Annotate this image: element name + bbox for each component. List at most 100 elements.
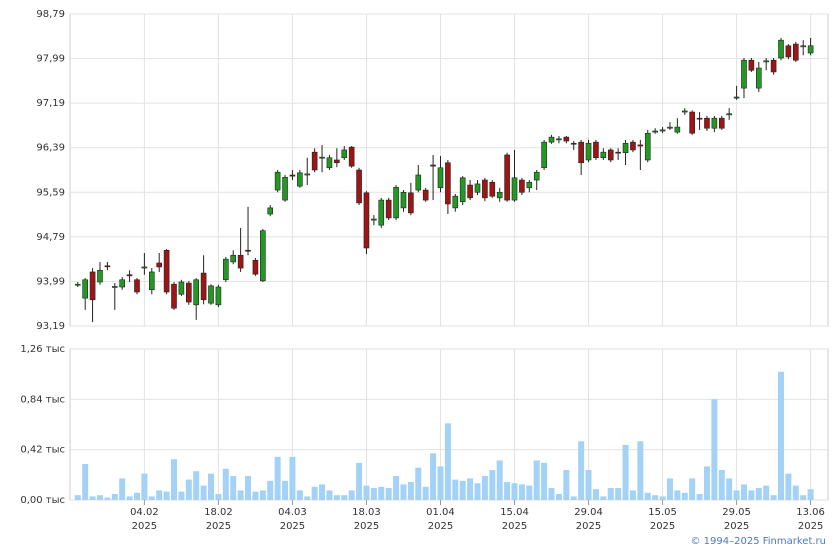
candle-body: [726, 113, 732, 116]
volume-bar: [89, 496, 96, 500]
volume-bar: [644, 492, 651, 500]
candle-body: [311, 151, 318, 171]
volume-bar: [111, 494, 118, 500]
x-tick-label: 18.03: [352, 507, 381, 518]
volume-bar: [659, 496, 666, 500]
candle-body: [652, 130, 658, 133]
candle-body: [511, 177, 518, 201]
volume-bar: [555, 494, 562, 500]
candle-body: [763, 60, 769, 63]
volume-bar: [489, 470, 496, 500]
volume-bar: [274, 456, 281, 500]
y-tick-label: 0,00 тыс: [20, 495, 65, 506]
candle-body: [741, 59, 747, 89]
candle-body: [267, 207, 274, 215]
x-tick-label: 04.02: [130, 507, 159, 518]
y-tick-label: 93,19: [36, 321, 65, 332]
candle-body: [674, 126, 681, 133]
x-tick-sublabel: 2025: [280, 521, 305, 532]
candle-body: [570, 142, 577, 145]
volume-bar: [504, 482, 511, 500]
volume-bar: [629, 490, 636, 500]
candle-body: [282, 176, 288, 201]
candle-body: [718, 117, 725, 129]
volume-bar: [430, 453, 437, 500]
candle-body: [334, 159, 340, 164]
volume-bar: [711, 399, 718, 500]
volume-bar: [592, 489, 599, 500]
candle-body: [341, 149, 348, 159]
volume-bar: [563, 470, 570, 500]
candle-body: [519, 179, 525, 193]
volume-bar: [681, 492, 688, 500]
candle-body: [230, 254, 237, 263]
volume-bar: [733, 490, 740, 500]
volume-bar: [807, 489, 814, 500]
candle-body: [82, 279, 88, 299]
candle-body: [363, 192, 370, 249]
candle-body: [593, 141, 599, 159]
candle-body: [237, 254, 244, 269]
volume-bar: [178, 491, 185, 500]
candle-body: [459, 177, 466, 203]
volume-bar: [652, 495, 659, 500]
volume-bar: [496, 460, 503, 500]
candle-body: [785, 45, 792, 58]
x-tick-sublabel: 2025: [502, 521, 527, 532]
candle-body: [223, 258, 229, 281]
volume-bar: [748, 490, 755, 500]
candle-body: [119, 279, 125, 288]
x-tick-sublabel: 2025: [428, 521, 453, 532]
volume-bar: [193, 471, 200, 500]
candle-body: [74, 283, 81, 286]
x-tick-label: 13.06: [796, 507, 825, 518]
volume-bar: [370, 488, 377, 500]
volume-bar: [200, 485, 207, 500]
candle-body: [393, 186, 399, 219]
candle-body: [563, 136, 570, 142]
volume-bar: [459, 480, 466, 500]
candle-body: [607, 149, 614, 161]
candle-body: [430, 164, 436, 167]
candle-body: [541, 141, 547, 169]
x-tick-sublabel: 2025: [132, 521, 157, 532]
x-tick-sublabel: 2025: [576, 521, 601, 532]
candle-body: [526, 181, 533, 189]
volume-bar: [622, 444, 629, 500]
candle-body: [437, 167, 444, 189]
volume-bar: [770, 495, 777, 500]
candle-body: [630, 141, 636, 151]
candle-body: [126, 274, 133, 277]
volume-bar: [548, 488, 555, 500]
candle-body: [496, 191, 503, 199]
candle-body: [141, 266, 148, 269]
candle-body: [156, 262, 162, 268]
volume-bar: [348, 490, 355, 500]
x-tick-sublabel: 2025: [650, 521, 675, 532]
volume-bar: [319, 484, 326, 500]
volume-bar: [215, 494, 222, 500]
volume-bar: [511, 483, 518, 500]
candle-body: [400, 191, 407, 209]
volume-bar: [666, 478, 673, 500]
volume-bar: [800, 495, 807, 500]
volume-bar: [407, 482, 414, 500]
volume-bar: [726, 478, 733, 500]
volume-bar: [259, 490, 266, 500]
volume-bar: [452, 479, 459, 500]
candle-body: [778, 39, 784, 59]
candle-body: [422, 189, 429, 201]
volume-bar: [378, 486, 385, 500]
candle-body: [585, 142, 592, 161]
x-tick-sublabel: 2025: [206, 521, 231, 532]
volume-bar: [607, 488, 614, 500]
candle-body: [755, 67, 762, 89]
candle-body: [304, 173, 311, 176]
volume-bar: [126, 496, 133, 500]
candle-body: [548, 136, 555, 143]
y-tick-label: 97,99: [36, 54, 65, 65]
y-tick-label: 1,26 тыс: [20, 344, 65, 355]
volume-bar: [637, 441, 644, 500]
candle-body: [193, 279, 200, 306]
candle-body: [252, 259, 259, 275]
